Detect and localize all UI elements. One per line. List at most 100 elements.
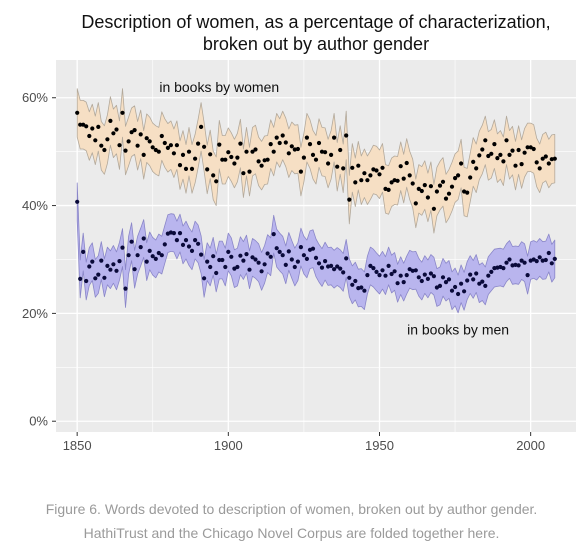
point-women-1882 <box>171 151 176 156</box>
point-women-1997 <box>519 162 524 167</box>
point-men-1967 <box>428 271 433 276</box>
point-women-1865 <box>120 110 125 115</box>
point-women-1926 <box>304 135 309 140</box>
point-men-1901 <box>229 254 234 259</box>
point-women-1920 <box>286 151 291 156</box>
point-men-1850 <box>75 199 80 204</box>
point-women-1956 <box>395 178 400 183</box>
point-men-1891 <box>199 252 204 257</box>
point-men-1909 <box>253 257 258 262</box>
chart: Description of women, as a percentage of… <box>22 12 576 453</box>
point-women-1892 <box>202 144 207 149</box>
point-men-1935 <box>332 267 337 272</box>
point-men-1919 <box>283 262 288 267</box>
point-men-1997 <box>519 258 524 263</box>
point-men-1853 <box>84 278 89 284</box>
data-points <box>75 110 557 297</box>
point-women-1967 <box>428 184 433 189</box>
point-men-1985 <box>483 283 488 288</box>
point-women-1907 <box>247 169 252 174</box>
point-women-1987 <box>489 151 494 156</box>
point-men-1965 <box>422 272 427 277</box>
point-men-1904 <box>238 253 243 258</box>
point-women-1858 <box>99 143 104 148</box>
point-women-1988 <box>492 142 497 147</box>
point-men-1862 <box>111 262 116 267</box>
point-men-1961 <box>410 268 415 273</box>
point-men-1964 <box>419 278 424 284</box>
point-men-1946 <box>365 273 370 278</box>
point-men-1915 <box>271 232 276 237</box>
point-men-1859 <box>102 275 107 280</box>
point-men-1995 <box>513 262 518 267</box>
point-men-1917 <box>277 249 282 254</box>
point-women-1853 <box>84 124 89 129</box>
point-men-1868 <box>129 239 134 244</box>
figure-caption: Figure 6. Words devoted to description o… <box>0 497 583 545</box>
point-women-1965 <box>422 183 427 188</box>
annotations: in books by women in books by men <box>159 79 509 338</box>
point-men-1857 <box>96 272 101 277</box>
point-men-1952 <box>383 273 388 278</box>
point-men-2005 <box>543 257 548 263</box>
point-women-1916 <box>274 135 279 140</box>
point-men-1951 <box>380 268 385 273</box>
point-men-1889 <box>193 238 198 243</box>
point-women-1936 <box>335 164 340 169</box>
chart-title-line-2: broken out by author gender <box>203 34 429 54</box>
x-tick-label-1950: 1950 <box>365 438 394 453</box>
point-men-1894 <box>208 264 213 270</box>
point-women-1953 <box>386 187 391 192</box>
point-women-1901 <box>229 154 234 160</box>
point-men-1876 <box>153 256 158 261</box>
point-men-1928 <box>310 246 316 251</box>
point-women-1900 <box>226 150 231 155</box>
point-women-1995 <box>513 163 518 168</box>
point-women-1909 <box>253 147 258 152</box>
point-women-1928 <box>310 152 316 157</box>
point-women-1927 <box>307 142 313 147</box>
point-men-1897 <box>217 257 222 263</box>
point-men-1977 <box>459 281 464 286</box>
point-women-1951 <box>380 165 385 170</box>
point-men-1972 <box>443 280 449 285</box>
point-women-1943 <box>356 163 361 168</box>
point-men-1969 <box>434 285 439 290</box>
point-women-1958 <box>401 176 406 181</box>
point-men-1922 <box>292 264 297 270</box>
point-women-2005 <box>543 154 548 159</box>
point-women-1971 <box>440 179 446 184</box>
point-women-1861 <box>108 118 113 123</box>
point-women-1931 <box>319 149 325 154</box>
point-women-1999 <box>525 145 530 150</box>
point-men-1918 <box>280 253 285 258</box>
point-men-1968 <box>431 274 436 279</box>
point-women-1851 <box>78 122 83 127</box>
point-women-1885 <box>180 152 186 157</box>
point-women-1917 <box>277 140 282 146</box>
point-men-1906 <box>244 252 249 257</box>
point-women-1976 <box>456 173 461 178</box>
point-women-1947 <box>368 173 373 178</box>
point-women-1870 <box>135 143 140 148</box>
point-men-1974 <box>449 288 455 293</box>
point-men-1872 <box>141 236 146 241</box>
point-women-1879 <box>162 140 167 146</box>
point-men-1957 <box>398 273 403 278</box>
point-women-1974 <box>449 184 455 189</box>
point-women-1940 <box>347 197 352 202</box>
point-women-1939 <box>344 133 349 138</box>
point-men-1875 <box>150 254 155 259</box>
point-men-1914 <box>268 254 273 259</box>
point-men-1956 <box>395 281 400 286</box>
point-women-1945 <box>362 171 367 176</box>
point-men-1942 <box>353 278 358 284</box>
point-men-1912 <box>262 262 267 267</box>
point-men-1944 <box>359 285 364 290</box>
point-men-1955 <box>392 269 397 274</box>
point-women-1919 <box>283 140 288 145</box>
point-women-2004 <box>540 156 545 161</box>
point-men-1920 <box>286 249 291 254</box>
point-men-1879 <box>162 242 167 247</box>
point-women-1893 <box>205 167 210 172</box>
